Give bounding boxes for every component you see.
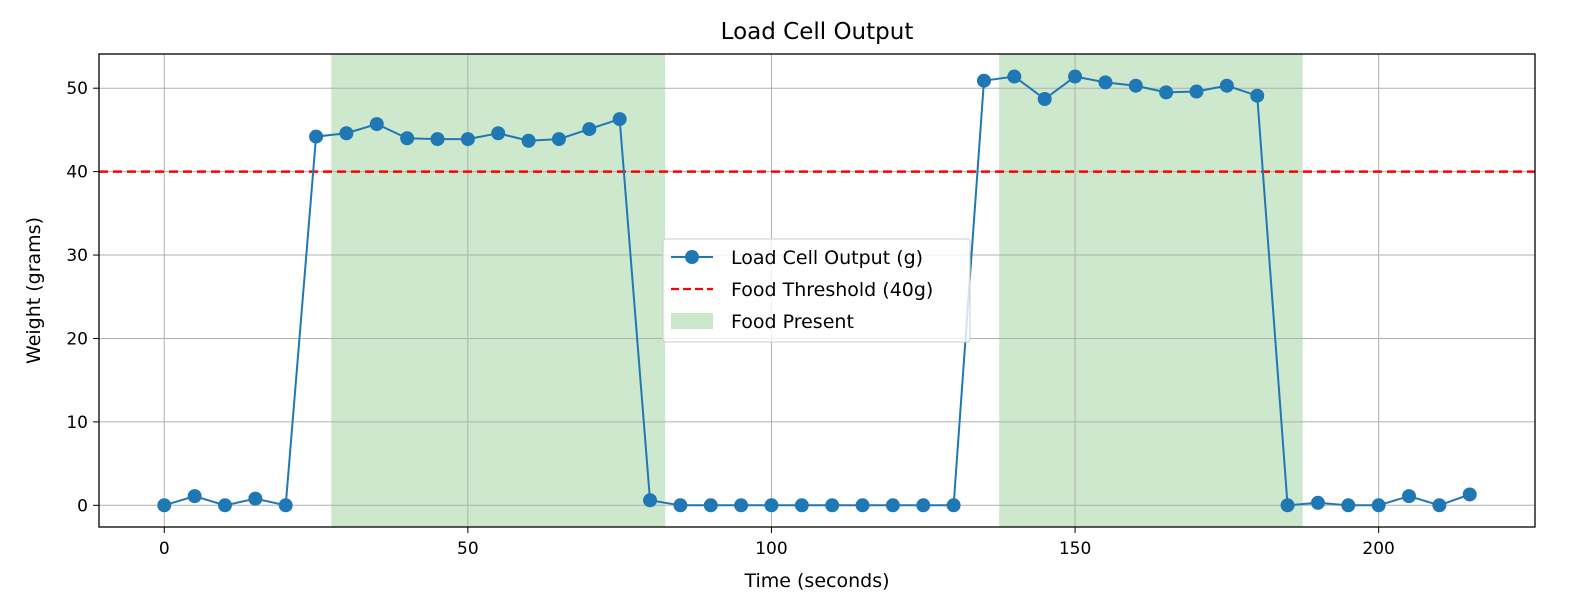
data-point — [460, 132, 475, 147]
data-point — [491, 126, 506, 141]
x-tick-label: 100 — [755, 539, 787, 559]
data-point — [157, 498, 172, 513]
chart-title: Load Cell Output — [721, 19, 914, 45]
y-tick-label: 30 — [66, 246, 88, 266]
data-point — [734, 498, 749, 513]
data-point — [339, 126, 354, 141]
data-point — [1280, 498, 1295, 513]
plot-frame — [98, 53, 1536, 528]
x-tick-label: 200 — [1362, 539, 1394, 559]
data-point — [521, 133, 536, 148]
y-axis-label: Weight (grams) — [23, 217, 45, 364]
y-tick-label: 50 — [66, 79, 88, 99]
legend: Load Cell Output (g) Food Threshold (40g… — [662, 238, 971, 343]
data-point — [1371, 498, 1386, 513]
legend-box — [662, 238, 971, 343]
data-point — [1128, 78, 1143, 93]
data-point — [764, 498, 779, 513]
data-point — [916, 498, 931, 513]
legend-series-label: Load Cell Output (g) — [731, 247, 923, 269]
data-point — [1432, 498, 1447, 513]
data-point — [187, 489, 202, 504]
legend-food-present-label: Food Present — [731, 311, 854, 333]
data-point — [1189, 84, 1204, 99]
y-tick-label: 10 — [66, 413, 88, 433]
data-point — [976, 73, 991, 88]
data-point — [855, 498, 870, 513]
data-point — [1341, 498, 1356, 513]
data-point — [612, 112, 627, 127]
data-point — [1219, 78, 1234, 93]
data-point — [582, 122, 597, 137]
data-point — [794, 498, 809, 513]
data-point — [1402, 489, 1417, 504]
data-point — [643, 493, 658, 508]
y-tick-label: 40 — [66, 163, 88, 183]
food-present-span-2 — [999, 54, 1303, 527]
data-point — [369, 117, 384, 132]
y-tick-label: 20 — [66, 329, 88, 349]
x-tick-label: 150 — [1059, 539, 1091, 559]
data-point — [946, 498, 961, 513]
data-point — [217, 498, 232, 513]
legend-series-marker — [685, 250, 699, 264]
data-point — [278, 498, 293, 513]
data-point — [400, 131, 415, 146]
data-point — [248, 491, 263, 506]
y-tick-label: 0 — [77, 496, 88, 516]
data-point — [1250, 88, 1265, 103]
data-point — [1068, 69, 1083, 84]
data-point — [1007, 69, 1022, 84]
data-point — [1310, 495, 1325, 510]
x-tick-label: 50 — [457, 539, 479, 559]
data-point — [1037, 92, 1052, 107]
data-point — [1098, 75, 1113, 90]
data-point — [551, 132, 566, 147]
data-point — [1159, 85, 1174, 100]
data-point — [673, 498, 688, 513]
data-point — [825, 498, 840, 513]
x-axis-label: Time (seconds) — [743, 570, 889, 592]
data-point — [703, 498, 718, 513]
x-tick-label: 0 — [159, 539, 170, 559]
data-point — [309, 129, 324, 144]
data-point — [430, 132, 445, 147]
series-layer — [157, 69, 1477, 513]
legend-threshold-label: Food Threshold (40g) — [731, 279, 933, 301]
data-point — [885, 498, 900, 513]
data-point — [1462, 487, 1477, 502]
legend-food-present-swatch — [671, 313, 713, 329]
axis-ticks: 0 50 100 150 200 0 10 20 30 40 50 — [66, 79, 1395, 559]
